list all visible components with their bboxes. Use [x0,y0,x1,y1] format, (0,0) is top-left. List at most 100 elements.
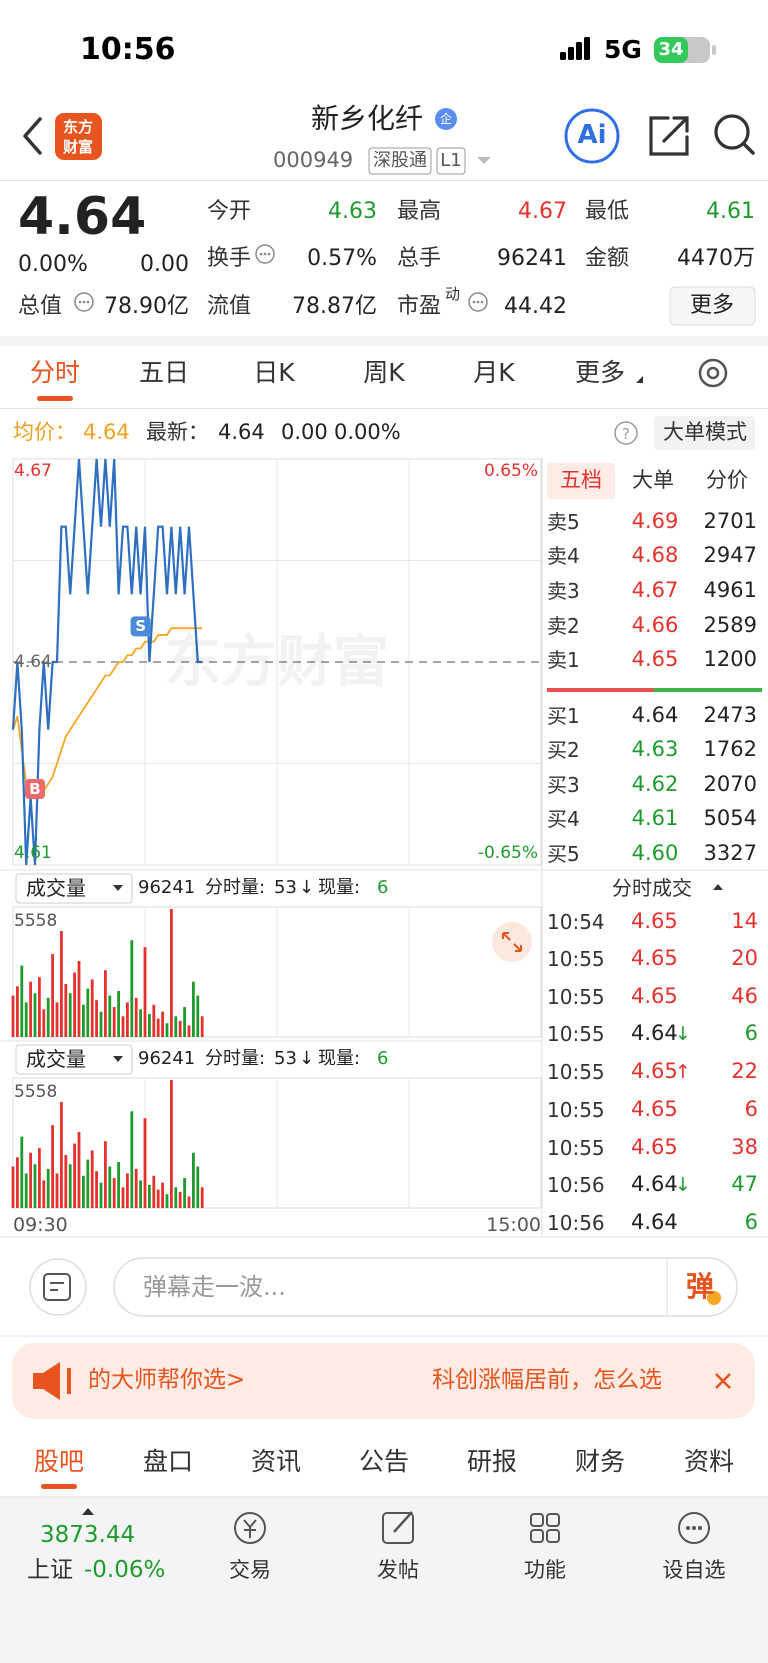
book-price: 4.69 [631,509,679,534]
mode-button[interactable] [654,416,755,450]
index-value[interactable]: 3873.44 [40,1522,136,1549]
search-icon[interactable] [714,114,750,150]
period-tab[interactable]: 月K [473,358,515,387]
volume-bar [165,1194,169,1208]
badge-text: 企 [439,111,453,126]
trade-time: 10:55 [547,1060,605,1084]
volume-selector[interactable] [15,873,133,904]
volume-bar [86,1159,90,1208]
book-tab[interactable]: 大单 [632,468,674,493]
volume-label[interactable]: 成交量 [26,1047,86,1071]
index-name[interactable]: 上证 [27,1557,73,1584]
settings-icon[interactable] [698,358,728,388]
book-tab[interactable]: 分价 [706,468,748,493]
app-logo [55,113,102,160]
trade-volume: 22 [731,1059,758,1084]
danmaku-button[interactable]: 弹 [685,1270,715,1304]
volume-bar [68,993,72,1037]
volume-bar [60,1102,63,1208]
comment-placeholder[interactable]: 弹幕走一波... [143,1272,286,1301]
volume-label[interactable]: 成交量 [26,876,86,900]
divider [0,180,768,181]
field-label: 最高 [397,198,442,224]
volume-bar [104,970,107,1037]
close-icon[interactable] [715,1373,731,1389]
content-tab[interactable]: 资讯 [250,1447,302,1476]
field-value: 78.87亿 [292,293,377,319]
latest-pct: 0.00% [334,420,401,445]
field-label: 市盈 [397,293,442,319]
trade-price: 4.64 [631,1021,678,1046]
volume-bar [99,1182,103,1208]
stock-title: 新乡化纤 [310,102,424,136]
ai-button[interactable] [564,108,620,164]
book-volume: 5054 [703,806,757,831]
volume-bar [64,1155,68,1208]
mode-label[interactable]: 大单模式 [663,420,747,445]
trade-price: 4.65 [631,1059,678,1084]
trade-time: 10:54 [547,910,605,934]
banner-text[interactable]: 的大师帮你选> [88,1367,246,1394]
change-abs: 0.00 [140,251,189,277]
book-volume: 2473 [703,703,757,728]
volume-bar [38,1148,41,1208]
content-tab[interactable]: 盘口 [142,1447,194,1476]
expand-button[interactable] [492,922,532,962]
trade-price: 4.65 [631,909,678,934]
y-tick-label: 4.64 [14,651,52,672]
share-icon[interactable] [649,116,689,156]
content-tab[interactable]: 公告 [358,1447,410,1476]
field-label: 换手 [207,245,252,271]
field-label: 流值 [207,293,252,319]
back-icon[interactable] [23,117,42,155]
book-volume: 2947 [703,543,757,568]
volume-bar [38,977,41,1037]
comment-input[interactable] [113,1257,738,1317]
content-tab[interactable]: 研报 [466,1447,518,1476]
volume-bar [82,1175,85,1208]
period-tab[interactable]: 日K [253,358,295,387]
nav-label[interactable]: 功能 [524,1558,566,1583]
volume-bar [156,1189,160,1208]
more-label[interactable]: 更多 [689,292,735,318]
volume-bar [183,1178,186,1208]
nav-label[interactable]: 交易 [229,1558,271,1583]
trade-icon-mark [243,1519,257,1538]
more-button[interactable] [669,286,756,326]
logo-line: 财富 [62,138,94,156]
nav-label[interactable]: 设自选 [662,1558,726,1583]
banner[interactable] [12,1343,755,1419]
period-tab[interactable]: 五日 [138,358,190,387]
trade-time: 10:56 [547,1173,605,1197]
comment-settings[interactable] [29,1258,87,1316]
tab-underline [37,396,73,401]
content-tab[interactable]: 资料 [683,1447,735,1476]
field-value: 4.63 [328,198,377,224]
index-change[interactable]: -0.06% [84,1557,166,1584]
volume-bar [82,1004,85,1037]
trade-marker [25,779,45,799]
volume-bar [86,988,90,1037]
volume-total: 96241 [138,877,196,899]
volume-bar [121,1016,125,1037]
period-tab[interactable]: 更多 [574,358,626,387]
avg-label: 均价： [13,420,76,445]
active-book-tab [547,463,615,499]
nav-label[interactable]: 发帖 [377,1558,419,1583]
now-label: 现量: [318,1048,361,1070]
banner-text[interactable]: 科创涨幅居前，怎么选 [432,1367,662,1394]
period-tab[interactable]: 分时 [29,358,81,387]
book-tab[interactable]: 五档 [560,468,602,493]
trade-icon [234,1512,266,1544]
volume-bar [73,972,76,1037]
volume-bar [11,995,15,1037]
info-icon [468,292,488,312]
period-tab[interactable]: 周K [363,358,405,387]
stock-code: 000949 [273,148,354,173]
tag: 深股通 [373,150,427,172]
content-tab[interactable]: 财务 [574,1447,626,1476]
volume-selector[interactable] [15,1044,133,1075]
feature-icon [530,1529,544,1543]
content-tab[interactable]: 股吧 [33,1447,85,1476]
battery: 34 [658,39,684,61]
